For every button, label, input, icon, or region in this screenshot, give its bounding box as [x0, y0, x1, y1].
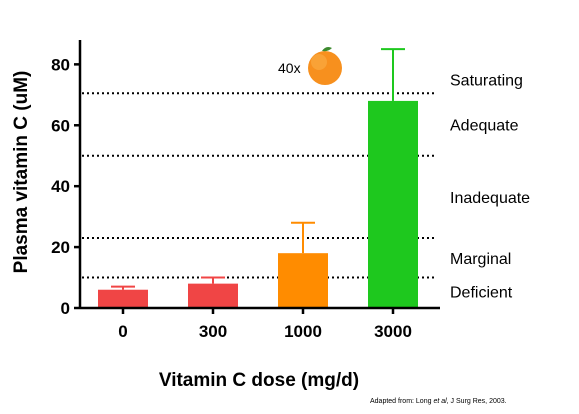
axes	[74, 40, 440, 314]
zone-label: Marginal	[450, 251, 511, 268]
x-axis-title: Vitamin C dose (mg/d)	[159, 370, 359, 391]
bar	[188, 283, 238, 308]
source-note: Adapted from: Long et al, J Surg Res, 20…	[370, 398, 507, 405]
zone-label: Deficient	[450, 285, 513, 302]
x-tick-label: 1000	[284, 322, 322, 341]
orange-annotation: 40x	[278, 47, 342, 85]
bar	[368, 100, 418, 308]
y-tick-label: 20	[51, 238, 70, 257]
bar	[98, 289, 148, 308]
y-tick-label: 80	[51, 55, 70, 74]
zone-label: Saturating	[450, 72, 523, 89]
x-tick-label: 300	[199, 322, 227, 341]
bars	[98, 48, 418, 308]
zone-label: Adequate	[450, 118, 519, 135]
bar	[278, 253, 328, 308]
y-tick-label: 40	[51, 177, 70, 196]
y-tick-label: 60	[51, 116, 70, 135]
zone-label: Inadequate	[450, 190, 530, 207]
y-tick-labels: 0 20 40 60 80	[51, 55, 70, 318]
x-tick-label: 3000	[374, 322, 412, 341]
zone-labels: Deficient Marginal Inadequate Adequate Satur…	[450, 72, 530, 301]
y-tick-label: 0	[61, 299, 70, 318]
multiplier-label: 40x	[278, 60, 301, 76]
y-axis-title: Plasma vitamin C (uM)	[11, 71, 32, 274]
x-tick-labels: 0 300 1000 3000	[118, 322, 412, 341]
x-tick-label: 0	[118, 322, 127, 341]
orange-icon	[308, 47, 342, 85]
